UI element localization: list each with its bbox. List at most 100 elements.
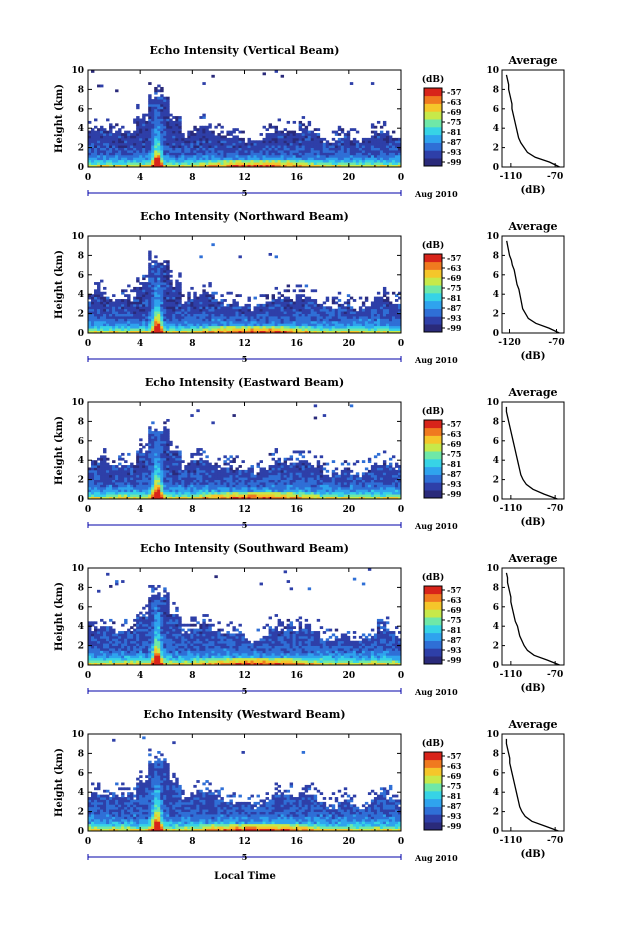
heatmap-cell: [175, 118, 179, 122]
heatmap-cell: [310, 306, 315, 310]
heatmap-cell: [160, 472, 164, 476]
heatmap-cell: [166, 472, 170, 476]
heatmap-cell: [241, 489, 245, 493]
heatmap-cell: [292, 306, 297, 310]
heatmap-cell: [223, 467, 227, 471]
heatmap-cell: [373, 320, 378, 324]
heatmap-cell: [127, 491, 131, 495]
heatmap-cell: [292, 135, 297, 139]
heatmap-cell: [187, 330, 191, 334]
heatmap-cell: [142, 323, 146, 327]
heatmap-cell: [199, 159, 203, 163]
heatmap-cell: [232, 301, 236, 305]
heatmap-cell: [265, 152, 269, 156]
heatmap-cell: [355, 142, 360, 146]
heatmap-cell: [145, 296, 149, 300]
x-tick-label: 8: [189, 339, 195, 349]
heatmap-cell: [355, 313, 360, 317]
heatmap-cell: [370, 164, 375, 168]
heatmap-cell: [145, 306, 149, 310]
heatmap-cell: [187, 467, 191, 471]
heatmap-cell: [142, 152, 146, 156]
heatmap-cell: [394, 142, 399, 146]
heatmap-cell: [394, 162, 399, 165]
heatmap-cell: [97, 494, 101, 497]
heatmap-cell: [346, 140, 351, 144]
heatmap-cell: [115, 159, 119, 163]
heatmap-cell: [304, 137, 309, 141]
heatmap-cell: [334, 479, 339, 483]
heatmap-cell: [262, 486, 266, 490]
heatmap-cell: [154, 428, 158, 432]
heatmap-cell: [214, 142, 218, 146]
heatmap-cell: [256, 150, 260, 153]
colorbar-segment: [424, 103, 442, 112]
heatmap-cell: [385, 159, 390, 163]
heatmap-cell: [109, 465, 113, 468]
heatmap-cell: [154, 142, 158, 146]
heatmap-cell: [148, 479, 152, 483]
heatmap-cell: [205, 152, 209, 156]
heatmap-cell: [100, 467, 104, 471]
heatmap-cell: [376, 306, 381, 310]
heatmap-cell: [220, 154, 224, 158]
heatmap-cell: [145, 142, 149, 146]
heatmap-cell: [184, 145, 188, 148]
heatmap-cell: [358, 150, 363, 153]
heatmap-cell: [247, 323, 251, 327]
heatmap-cell: [367, 157, 372, 161]
heatmap-cell: [313, 320, 318, 324]
heatmap-cell: [151, 103, 155, 107]
heatmap-cell: [193, 133, 197, 136]
heatmap-cell: [160, 450, 164, 454]
heatmap-cell: [175, 477, 179, 480]
heatmap-cell: [301, 484, 306, 488]
heatmap-cell: [295, 465, 300, 468]
heatmap-cell: [148, 133, 152, 136]
heatmap-cell: [349, 154, 354, 158]
heatmap-cell: [118, 316, 122, 319]
colorbar-segment: [424, 142, 442, 151]
heatmap-cell: [280, 465, 285, 468]
heatmap-cell: [127, 472, 131, 476]
heatmap-cell: [229, 142, 233, 146]
heatmap-cell: [136, 308, 140, 312]
heatmap-cell: [220, 142, 224, 146]
heatmap-cell: [301, 145, 306, 148]
heatmap-cell: [148, 455, 152, 459]
heatmap-cell: [283, 330, 288, 334]
heatmap-cell: [295, 325, 300, 329]
heatmap-cell: [187, 465, 191, 468]
heatmap-cell: [397, 323, 402, 327]
heatmap-cell: [223, 150, 227, 153]
heatmap-cell: [154, 157, 158, 161]
heatmap-cell: [157, 101, 161, 105]
heatmap-cell: [361, 325, 366, 329]
heatmap-cell: [154, 91, 158, 95]
heatmap-cell: [112, 313, 116, 317]
heatmap-cell: [154, 265, 158, 268]
colorbar-tick-label: -57: [447, 87, 461, 97]
heatmap-cell: [283, 311, 288, 314]
heatmap-cell: [187, 306, 191, 310]
heatmap-cell: [217, 486, 221, 490]
heatmap-cell: [301, 313, 306, 317]
heatmap-cell: [217, 482, 221, 485]
heatmap-cell: [397, 306, 402, 310]
heatmap-cell: [142, 284, 146, 288]
heatmap-cell: [199, 467, 203, 471]
heatmap-cell: [163, 123, 167, 127]
heatmap-cell: [265, 328, 269, 331]
heatmap-cell: [256, 462, 260, 466]
heatmap-cell: [172, 479, 176, 483]
heatmap-cell: [238, 328, 242, 331]
heatmap-cell: [172, 306, 176, 310]
heatmap-cell: [331, 159, 336, 163]
heatmap-cell: [169, 120, 173, 124]
heatmap-cell: [253, 484, 257, 488]
heatmap-cell: [205, 147, 209, 151]
heatmap-cell: [91, 70, 95, 73]
heatmap-cell: [97, 147, 101, 151]
heatmap-cell: [136, 125, 140, 129]
heatmap-cell: [142, 120, 146, 124]
